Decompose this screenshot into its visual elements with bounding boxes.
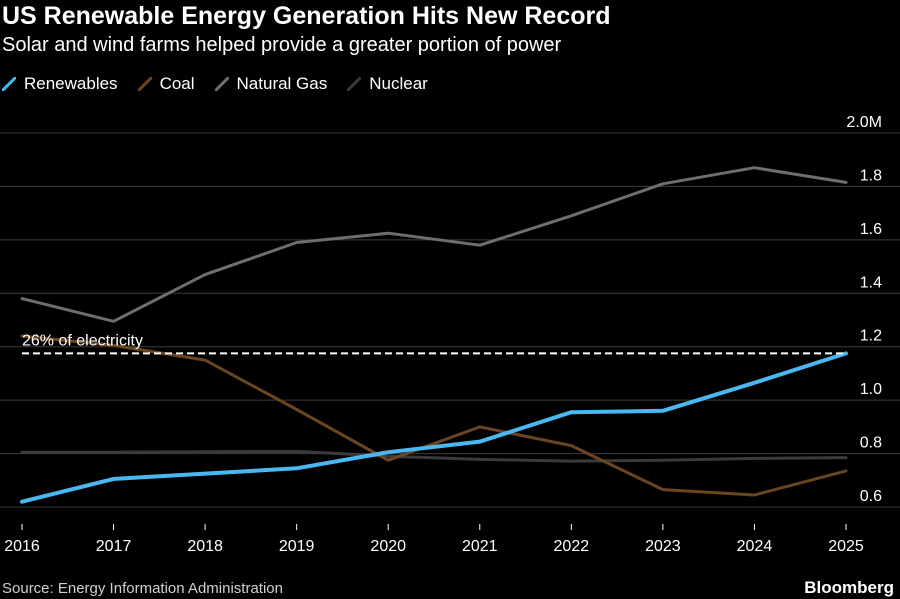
legend: Renewables Coal Natural Gas Nuclear bbox=[2, 74, 448, 94]
series-line-natural-gas bbox=[20, 166, 848, 323]
y-tick-label: 1.6 bbox=[860, 221, 882, 238]
legend-label: Coal bbox=[159, 74, 195, 93]
annotation: 26% of electricity bbox=[22, 332, 846, 355]
x-tick-label: 2023 bbox=[645, 538, 681, 555]
series-line-coal bbox=[20, 334, 848, 497]
legend-swatch-icon bbox=[2, 77, 16, 91]
series-line-renewables bbox=[20, 351, 848, 504]
y-tick-label: 1.8 bbox=[860, 167, 882, 184]
y-axis-ticks: 0.6 0.8 1.0 1.2 1.4 1.6 1.8 2.0M bbox=[846, 114, 882, 505]
legend-label: Nuclear bbox=[369, 74, 428, 93]
x-tick-label: 2025 bbox=[828, 538, 864, 555]
legend-item-nuclear: Nuclear bbox=[347, 74, 428, 94]
series-line-nuclear bbox=[20, 449, 848, 463]
x-axis-ticks: 2016 2017 2018 2019 2020 2021 2022 2023 2024 2025 bbox=[4, 524, 864, 555]
chart-title: US Renewable Energy Generation Hits New … bbox=[2, 2, 611, 30]
y-tick-label: 1.4 bbox=[860, 274, 882, 291]
y-tick-label: 0.8 bbox=[860, 435, 882, 452]
brand-logo: Bloomberg bbox=[804, 578, 894, 597]
x-tick-label: 2018 bbox=[187, 538, 223, 555]
series-layer bbox=[20, 166, 848, 504]
legend-label: Natural Gas bbox=[236, 74, 328, 93]
y-tick-label: 2.0M bbox=[846, 114, 882, 131]
legend-swatch-icon bbox=[137, 77, 152, 91]
x-tick-label: 2024 bbox=[737, 538, 773, 555]
annotation-label: 26% of electricity bbox=[22, 332, 143, 349]
x-tick-label: 2017 bbox=[96, 538, 132, 555]
legend-item-natural-gas: Natural Gas bbox=[214, 74, 328, 94]
x-tick-label: 2022 bbox=[554, 538, 590, 555]
chart-subtitle: Solar and wind farms helped provide a gr… bbox=[2, 34, 562, 56]
x-tick-label: 2019 bbox=[279, 538, 315, 555]
legend-swatch-icon bbox=[347, 77, 362, 91]
legend-item-renewables: Renewables bbox=[2, 74, 118, 94]
x-tick-label: 2021 bbox=[462, 538, 498, 555]
legend-swatch-icon bbox=[214, 77, 229, 91]
legend-item-coal: Coal bbox=[137, 74, 195, 94]
y-tick-label: 1.2 bbox=[860, 328, 882, 345]
legend-label: Renewables bbox=[24, 74, 118, 93]
source-note: Source: Energy Information Administratio… bbox=[2, 580, 283, 597]
x-tick-label: 2016 bbox=[4, 538, 40, 555]
y-tick-label: 0.6 bbox=[860, 488, 882, 505]
x-tick-label: 2020 bbox=[370, 538, 406, 555]
y-tick-label: 1.0 bbox=[860, 381, 882, 398]
